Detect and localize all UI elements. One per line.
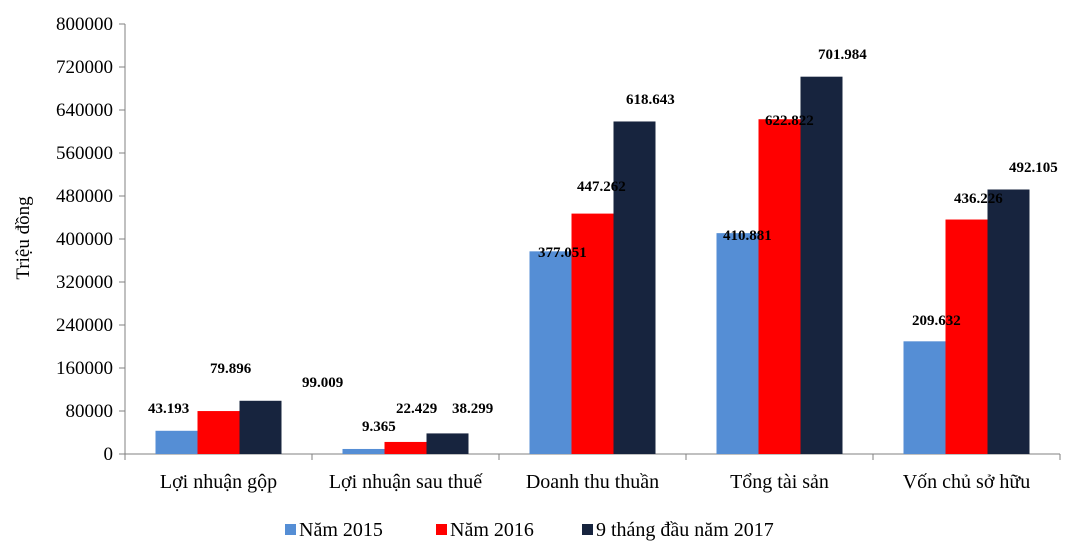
- bar: [239, 400, 282, 454]
- data-label: 492.105: [1009, 160, 1058, 176]
- data-label: 9.365: [362, 419, 396, 435]
- bar: [197, 411, 240, 454]
- bar: [571, 213, 614, 454]
- bar: [987, 189, 1030, 454]
- data-label: 43.193: [148, 401, 189, 417]
- legend-label: Năm 2016: [450, 519, 534, 541]
- data-label: 209.632: [912, 313, 961, 329]
- x-tick-label: Lợi nhuận sau thuế: [329, 471, 483, 493]
- x-tick-label: Tổng tài sản: [730, 471, 829, 493]
- x-tick-label: Lợi nhuận gộp: [160, 471, 277, 493]
- data-label: 622.822: [765, 113, 814, 129]
- bars: [155, 76, 1030, 455]
- data-label: 618.643: [626, 92, 675, 108]
- bar: [945, 219, 988, 454]
- y-tick-label: 240000: [56, 315, 113, 336]
- x-tick-label: Vốn chủ sở hữu: [903, 471, 1031, 493]
- bar: [903, 341, 946, 454]
- y-tick-label: 400000: [56, 229, 113, 250]
- legend-swatch: [285, 524, 296, 535]
- legend-swatch: [582, 524, 593, 535]
- bar: [529, 251, 572, 454]
- bar: [155, 430, 198, 454]
- bar: [758, 119, 801, 454]
- data-label: 377.051: [538, 245, 587, 261]
- data-label: 447.262: [577, 179, 626, 195]
- bar: [426, 433, 469, 454]
- bar: [342, 448, 385, 454]
- data-label: 38.299: [452, 401, 493, 417]
- y-tick-label: 800000: [56, 14, 113, 35]
- data-labels: 43.193 9.365 377.051 410.881 209.632 79.896 22…: [148, 47, 1058, 435]
- data-label: 99.009: [302, 375, 343, 391]
- y-tick-label: 560000: [56, 143, 113, 164]
- legend-swatch: [436, 524, 447, 535]
- y-tick-label: 720000: [56, 57, 113, 78]
- bar: [716, 233, 759, 454]
- legend-label: Năm 2015: [299, 519, 383, 541]
- y-tick-label: 480000: [56, 186, 113, 207]
- data-label: 701.984: [818, 47, 867, 63]
- y-tick-label: 640000: [56, 100, 113, 121]
- bar: [613, 121, 656, 455]
- legend-label: 9 tháng đầu năm 2017: [596, 519, 774, 541]
- y-tick-label: 320000: [56, 272, 113, 293]
- y-tick-label: 0: [104, 444, 114, 465]
- y-tick-label: 80000: [66, 401, 114, 422]
- y-axis-title: Triệu đồng: [13, 196, 34, 280]
- data-label: 22.429: [396, 401, 437, 417]
- data-label: 436.226: [954, 191, 1003, 207]
- axes: 0 80000 160000 240000 320000 400000 480000 5600…: [56, 14, 1061, 493]
- bar: [384, 441, 427, 454]
- y-tick-label: 160000: [56, 358, 113, 379]
- x-tick-label: Doanh thu thuần: [526, 471, 659, 493]
- bar: [800, 76, 843, 455]
- data-label: 79.896: [210, 361, 252, 377]
- legend: Năm 2015 Năm 2016 9 tháng đầu năm 2017: [285, 519, 774, 541]
- data-label: 410.881: [723, 228, 772, 244]
